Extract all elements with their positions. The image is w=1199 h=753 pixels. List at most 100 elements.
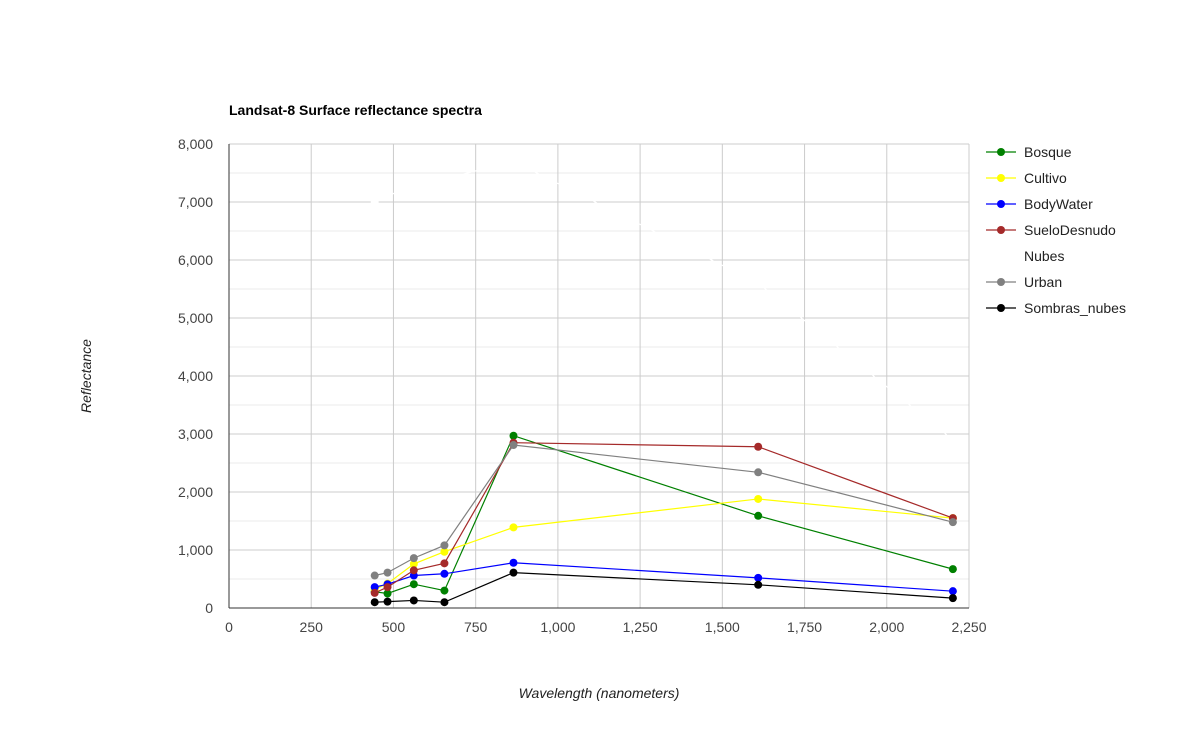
data-point-nubes: [370, 198, 379, 206]
data-point-nubes: [383, 192, 392, 201]
series-line-bosque: [374, 435, 954, 595]
data-point-suelodesnudo: [370, 588, 379, 597]
series-nubes: [370, 157, 957, 444]
legend-swatch-marker: [997, 174, 1005, 182]
y-tick-label: 7,000: [178, 194, 213, 210]
data-point-nubes: [509, 157, 518, 166]
series-urban: [370, 441, 957, 580]
data-point-suelodesnudo: [383, 583, 392, 592]
legend-swatch-marker: [997, 200, 1005, 208]
series-line-nubes: [374, 160, 954, 441]
legend-item-bodywater[interactable]: BodyWater: [986, 196, 1093, 212]
data-point-bodywater: [754, 573, 763, 582]
data-point-sombras-nubes: [754, 580, 763, 589]
data-point-cultivo: [440, 547, 449, 556]
data-point-bosque: [440, 586, 449, 595]
series-line-bodywater: [374, 562, 953, 592]
legend-item-sombras-nubes[interactable]: Sombras_nubes: [986, 300, 1126, 316]
data-point-bosque: [509, 431, 518, 440]
data-point-sombras-nubes: [370, 598, 379, 607]
data-point-sombras-nubes: [948, 594, 957, 603]
legend-swatch-marker: [997, 252, 1005, 260]
legend-item-urban[interactable]: Urban: [986, 274, 1062, 290]
legend-label: Sombras_nubes: [1024, 300, 1126, 316]
data-point-urban: [440, 541, 449, 550]
legend-item-bosque[interactable]: Bosque: [986, 144, 1072, 160]
legend-label: Urban: [1024, 274, 1062, 290]
x-tick-label: 1,000: [540, 619, 575, 635]
data-point-urban: [409, 554, 418, 563]
series-bodywater: [370, 558, 957, 596]
x-tick-label: 2,250: [951, 619, 986, 635]
y-tick-label: 8,000: [178, 136, 213, 152]
y-tick-label: 2,000: [178, 484, 213, 500]
series-bosque: [370, 431, 957, 598]
data-point-bodywater: [509, 558, 518, 567]
data-point-urban: [948, 518, 957, 527]
data-point-bodywater: [440, 569, 449, 578]
data-point-sombras-nubes: [509, 568, 518, 577]
data-point-nubes: [948, 435, 957, 444]
axes: [228, 144, 969, 609]
y-tick-label: 0: [205, 600, 213, 616]
y-tick-labels: 0 1,000 2,000 3,000 4,000 5,000 6,000 7,000 8,00…: [178, 136, 213, 616]
legend-swatch-marker: [997, 148, 1005, 156]
legend-swatch-marker: [997, 278, 1005, 286]
data-point-bosque: [383, 589, 392, 598]
legend[interactable]: Bosque Cultivo BodyWater SueloDesnudo Nubes U…: [986, 144, 1126, 316]
data-point-bosque: [409, 580, 418, 589]
data-point-bosque: [948, 565, 957, 574]
data-point-suelodesnudo: [440, 559, 449, 568]
x-tick-label: 250: [300, 619, 324, 635]
legend-item-cultivo[interactable]: Cultivo: [986, 170, 1067, 186]
legend-item-suelodesnudo[interactable]: SueloDesnudo: [986, 222, 1116, 238]
data-point-nubes: [754, 279, 763, 288]
y-axis-label: Reflectance: [78, 339, 94, 413]
legend-swatch-marker: [997, 226, 1005, 234]
x-tick-label: 1,250: [623, 619, 658, 635]
data-point-bodywater: [948, 587, 957, 596]
data-point-nubes: [409, 180, 418, 189]
grid-lines: [228, 143, 970, 609]
data-point-suelodesnudo: [754, 442, 763, 451]
legend-label: BodyWater: [1024, 196, 1093, 212]
data-point-cultivo: [509, 523, 518, 532]
x-tick-label: 750: [464, 619, 488, 635]
data-point-bosque: [754, 511, 763, 520]
x-tick-label: 1,750: [787, 619, 822, 635]
data-point-urban: [754, 468, 763, 477]
x-tick-label: 0: [225, 619, 233, 635]
legend-label: SueloDesnudo: [1024, 222, 1116, 238]
y-tick-label: 5,000: [178, 310, 213, 326]
data-point-sombras-nubes: [440, 598, 449, 607]
series-suelodesnudo: [370, 438, 957, 597]
data-point-sombras-nubes: [383, 597, 392, 606]
data-point-urban: [383, 568, 392, 577]
data-point-nubes: [440, 174, 449, 183]
series-sombras-nubes: [370, 568, 957, 607]
y-tick-label: 1,000: [178, 542, 213, 558]
series-group: [370, 157, 957, 607]
x-axis-label: Wavelength (nanometers): [519, 685, 680, 701]
legend-label: Cultivo: [1024, 170, 1067, 186]
series-line-suelodesnudo: [374, 442, 954, 594]
x-tick-label: 2,000: [869, 619, 904, 635]
legend-item-nubes[interactable]: Nubes: [986, 248, 1064, 264]
data-point-urban: [509, 441, 518, 450]
y-tick-label: 6,000: [178, 252, 213, 268]
x-tick-label: 1,500: [705, 619, 740, 635]
legend-swatch-marker: [997, 304, 1005, 312]
data-point-cultivo: [409, 559, 418, 568]
data-point-suelodesnudo: [409, 566, 418, 575]
data-point-bodywater: [370, 583, 379, 592]
series-line-sombras-nubes: [374, 572, 953, 603]
data-point-cultivo: [754, 494, 763, 503]
y-tick-label: 3,000: [178, 426, 213, 442]
x-tick-label: 500: [382, 619, 406, 635]
series-line-cultivo: [374, 498, 953, 590]
data-point-sombras-nubes: [409, 596, 418, 605]
data-point-urban: [370, 571, 379, 580]
x-tick-labels: 0 250 500 750 1,000 1,250 1,500 1,750 2,000 2,250: [225, 619, 987, 635]
legend-label: Bosque: [1024, 144, 1072, 160]
